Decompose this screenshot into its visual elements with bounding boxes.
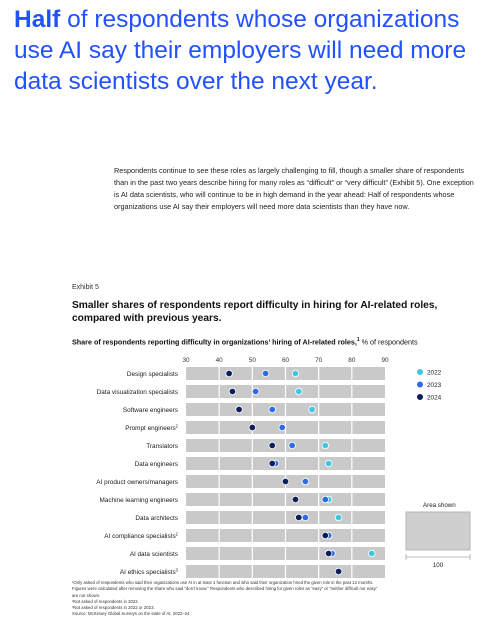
dot-2022 bbox=[308, 405, 316, 414]
area-shown-square bbox=[405, 511, 471, 551]
category-rows: Design specialists Data visualization spe… bbox=[96, 367, 385, 578]
x-tick-label: 50 bbox=[249, 357, 257, 364]
legend-label: 2024 bbox=[427, 394, 442, 401]
legend-label: 2022 bbox=[427, 369, 442, 376]
footnote-1: ¹Only asked of respondents who said thei… bbox=[72, 580, 374, 585]
x-axis-ticks: 30 40 50 60 70 80 90 bbox=[182, 357, 389, 364]
headline: Half of respondents whose organizations … bbox=[14, 4, 484, 97]
category-label: AI compliance specialists2 bbox=[104, 531, 178, 540]
footnote-1b: Figures were calculated after removing t… bbox=[72, 586, 378, 592]
headline-text: of respondents whose organizations use A… bbox=[14, 6, 467, 95]
category-label: Software engineers bbox=[123, 407, 178, 414]
dot-2024 bbox=[291, 495, 300, 504]
dot-2023 bbox=[268, 405, 276, 414]
footnote-2: ²Not asked of respondents in 2022. bbox=[72, 598, 139, 604]
dot-2023 bbox=[261, 369, 270, 378]
subtitle-sup: 1 bbox=[356, 337, 360, 343]
category-label: Data engineers bbox=[135, 461, 178, 468]
category-label: Machine learning engineers bbox=[99, 497, 178, 504]
category-label: Translators bbox=[146, 443, 178, 450]
source-note: Source: McKinsey Global Surveys on the s… bbox=[72, 611, 190, 617]
legend: 2022 2023 2024 bbox=[416, 368, 442, 401]
dot-2022 bbox=[368, 549, 376, 558]
area-shown-box: Area shown 100 bbox=[405, 502, 471, 569]
legend-marker-2022 bbox=[416, 368, 424, 376]
category-label-sup: 2 bbox=[176, 531, 179, 536]
x-tick-label: 70 bbox=[315, 357, 323, 364]
dot-2022 bbox=[321, 441, 329, 450]
dot-2024 bbox=[235, 405, 243, 414]
chart-subtitle: Share of respondents reporting difficult… bbox=[72, 337, 492, 346]
category-label: AI data scientists bbox=[130, 551, 178, 558]
dot-2022 bbox=[291, 369, 300, 378]
footnote-1c: are not shown. bbox=[72, 592, 101, 598]
category-label: Data architects bbox=[135, 515, 178, 522]
intro-paragraph: Respondents continue to see these roles … bbox=[114, 166, 474, 211]
legend-label: 2023 bbox=[427, 382, 442, 389]
legend-marker-2023 bbox=[416, 380, 424, 389]
area-shown-label: Area shown bbox=[423, 502, 456, 509]
category-label-sup: 2 bbox=[176, 423, 179, 428]
chart-title: Smaller shares of respondents report dif… bbox=[72, 300, 438, 324]
category-label: AI product owners/managers bbox=[96, 479, 178, 486]
dot-2024 bbox=[321, 531, 329, 540]
category-label: Prompt engineers2 bbox=[125, 423, 178, 432]
dot-2023 bbox=[278, 423, 286, 432]
x-tick-label: 80 bbox=[348, 357, 356, 364]
subtitle-main: Share of respondents reporting difficult… bbox=[72, 337, 357, 347]
dot-2022 bbox=[324, 459, 333, 468]
data-points bbox=[225, 369, 376, 576]
dot-2024 bbox=[268, 441, 276, 450]
dot-2024 bbox=[268, 459, 276, 468]
x-tick-label: 60 bbox=[282, 357, 290, 364]
category-label: Data visualization specialists bbox=[97, 389, 178, 396]
footnote-3: ³Not asked of respondents in 2022 or 202… bbox=[72, 605, 155, 611]
x-tick-label: 30 bbox=[182, 357, 190, 364]
dot-2023 bbox=[251, 387, 260, 396]
area-shown-value: 100 bbox=[433, 562, 444, 569]
x-tick-label: 90 bbox=[381, 357, 389, 364]
dot-2024 bbox=[324, 549, 333, 558]
category-label: AI ethics specialists3 bbox=[120, 567, 179, 576]
dot-2024 bbox=[334, 567, 343, 576]
category-label-sup: 3 bbox=[176, 567, 179, 572]
dot-2024 bbox=[281, 477, 290, 486]
category-label: Design specialists bbox=[127, 371, 178, 378]
dot-2023 bbox=[301, 477, 310, 486]
exhibit-label: Exhibit 5 bbox=[72, 284, 99, 291]
legend-marker-2024 bbox=[416, 393, 424, 401]
dot-2023 bbox=[301, 513, 310, 522]
headline-highlight: Half bbox=[14, 6, 61, 33]
dot-2023 bbox=[321, 495, 329, 504]
dot-2022 bbox=[334, 513, 343, 522]
footnotes: ¹Only asked of respondents who said thei… bbox=[72, 580, 482, 618]
dot-2024 bbox=[228, 387, 237, 396]
dot-2023 bbox=[288, 441, 296, 450]
dot-2022 bbox=[295, 387, 303, 396]
dot-2024 bbox=[225, 369, 233, 378]
gridlines bbox=[218, 367, 353, 583]
dot-2024 bbox=[248, 423, 257, 432]
x-tick-label: 40 bbox=[216, 357, 224, 364]
dot-2024 bbox=[295, 513, 303, 522]
subtitle-unit: % of respondents bbox=[359, 337, 418, 347]
